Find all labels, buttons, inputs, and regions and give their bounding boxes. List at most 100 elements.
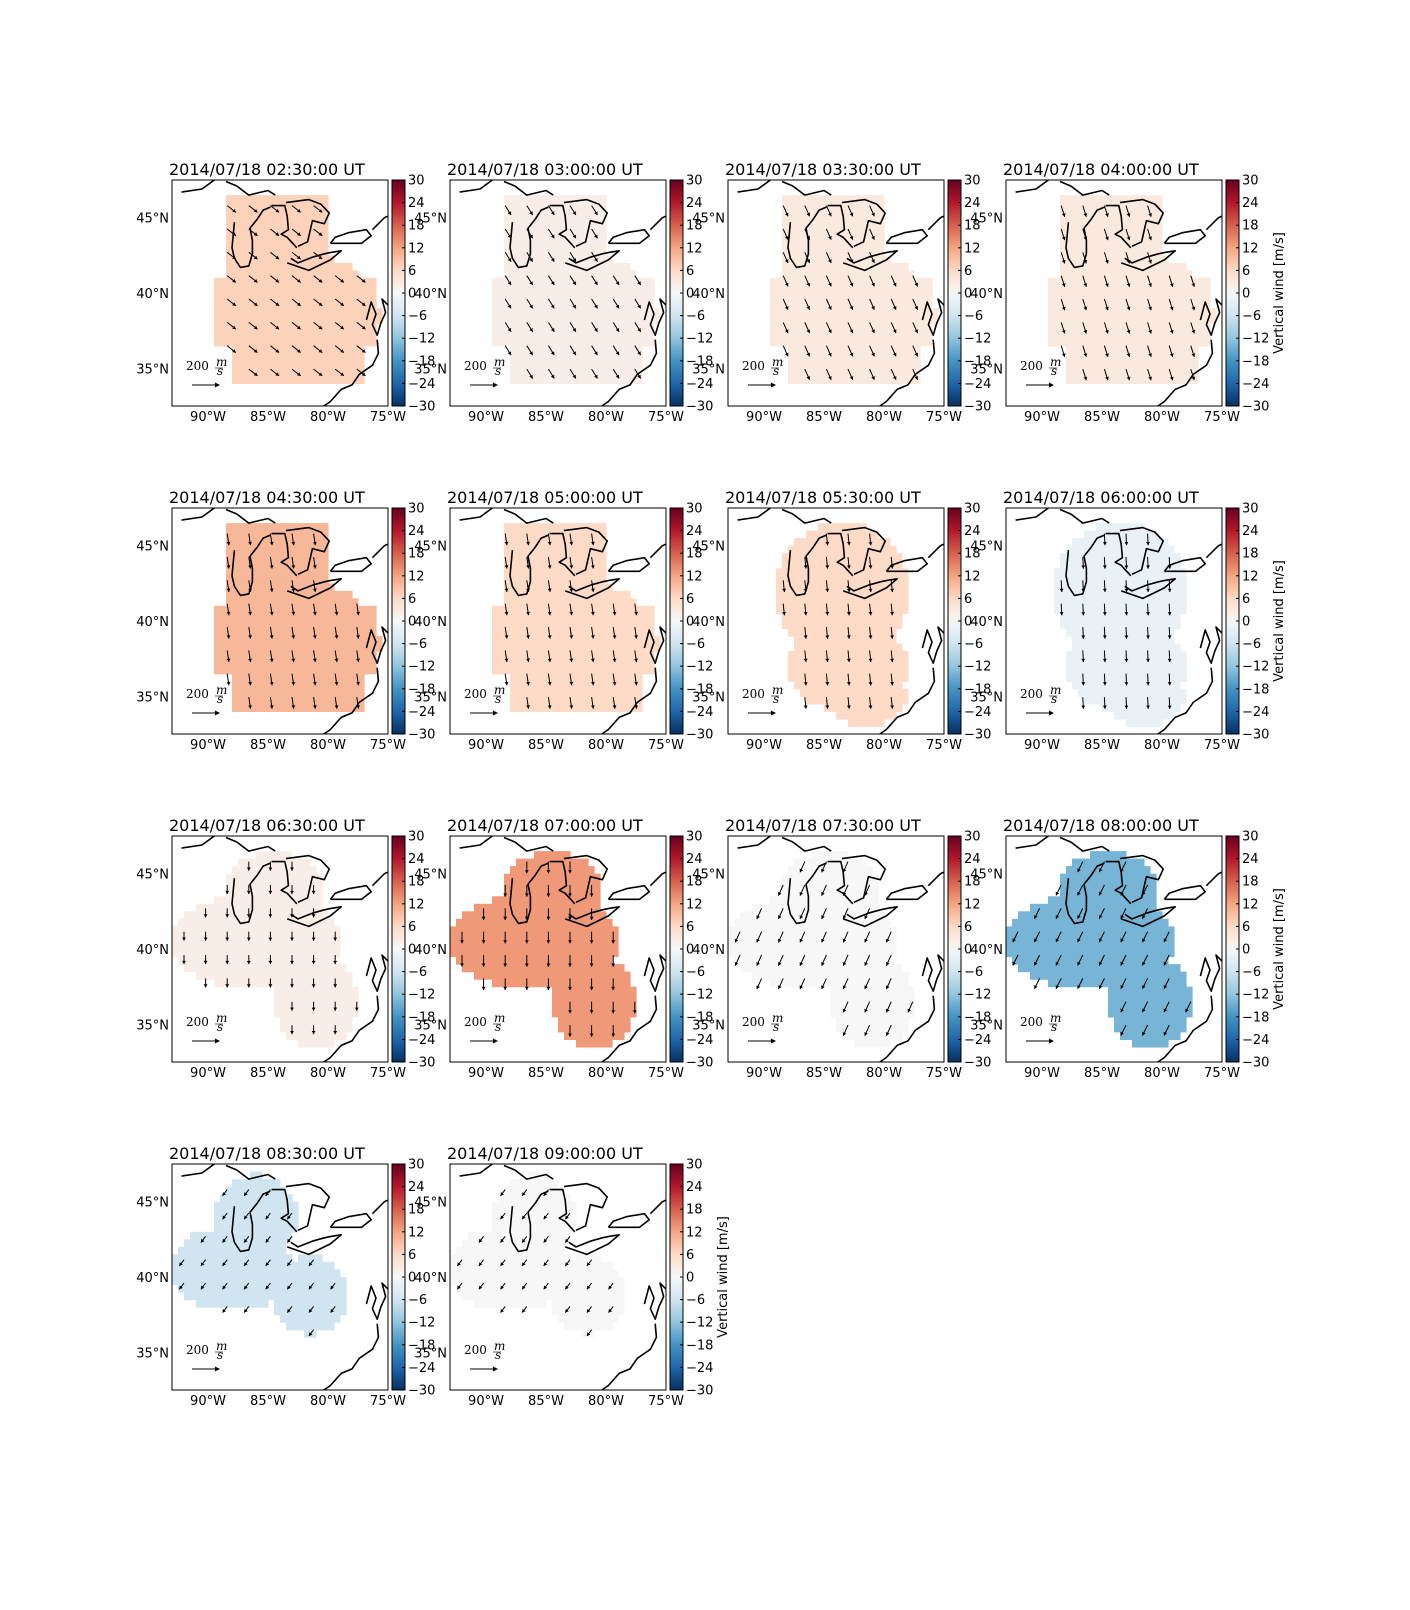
wind-cell — [836, 195, 843, 204]
wind-cell — [1072, 583, 1079, 592]
wind-cell — [558, 590, 565, 600]
wind-cell — [836, 568, 843, 577]
coastline — [921, 626, 944, 664]
wind-cell — [582, 375, 589, 385]
wind-cell — [908, 315, 915, 324]
wind-cell — [274, 285, 281, 294]
wind-cell — [884, 590, 891, 600]
wind-cell — [340, 285, 347, 294]
wind-cell — [244, 345, 251, 354]
wind-arrow-head — [1191, 353, 1196, 357]
wind-cell — [1102, 210, 1109, 219]
wind-cell — [836, 315, 843, 324]
wind-cell — [238, 368, 245, 377]
wind-cell — [570, 255, 577, 264]
wind-cell — [872, 202, 879, 211]
wind-cell — [256, 323, 263, 332]
wind-cell — [812, 636, 819, 645]
colorbar-tick-label: −24 — [964, 377, 991, 392]
wind-cell — [528, 323, 535, 332]
wind-cell — [812, 643, 819, 652]
wind-cell — [594, 681, 601, 690]
wind-cell — [256, 360, 263, 369]
wind-cell — [812, 345, 819, 354]
wind-cell — [800, 643, 807, 652]
wind-cell — [902, 285, 909, 294]
wind-cell — [588, 703, 595, 713]
wind-cell — [914, 345, 921, 354]
vertical-wind-field — [214, 195, 383, 385]
wind-cell — [250, 688, 257, 697]
wind-cell — [642, 658, 649, 667]
wind-arrow-head — [615, 281, 620, 285]
wind-cell — [1096, 308, 1103, 317]
wind-cell — [232, 666, 239, 675]
wind-cell — [226, 530, 233, 539]
wind-cell — [334, 688, 341, 697]
wind-cell — [1144, 323, 1151, 332]
wind-cell — [932, 308, 939, 317]
wind-cell — [262, 628, 269, 637]
wind-arrow-head — [868, 705, 873, 709]
wind-cell — [1144, 277, 1151, 287]
wind-cell — [854, 598, 861, 607]
wind-cell — [244, 225, 251, 234]
wind-cell — [896, 308, 903, 317]
wind-cell — [642, 651, 649, 660]
wind-cell — [316, 270, 323, 279]
wind-cell — [558, 530, 565, 539]
wind-cell — [250, 338, 257, 347]
wind-cell — [346, 300, 353, 309]
vertical-wind-field — [770, 195, 939, 385]
coastline — [285, 526, 330, 576]
wind-cell — [600, 621, 607, 630]
wind-arrow-head — [871, 329, 875, 334]
wind-cell — [322, 613, 329, 622]
wind-cell — [812, 651, 819, 660]
wind-cell — [256, 345, 263, 354]
wind-cell — [238, 696, 245, 705]
wind-cell — [812, 195, 819, 204]
wind-cell — [878, 255, 885, 264]
wind-cell — [600, 323, 607, 332]
wind-cell — [1072, 285, 1079, 294]
wind-cell — [540, 360, 547, 369]
wind-cell — [836, 673, 843, 682]
wind-cell — [1090, 293, 1097, 302]
wind-cell — [1066, 225, 1073, 234]
wind-cell — [570, 360, 577, 369]
wind-cell — [256, 613, 263, 622]
wind-cell — [836, 583, 843, 592]
wind-cell — [238, 538, 245, 547]
wind-cell — [1114, 262, 1121, 272]
wind-cell — [630, 270, 637, 279]
wind-arrow-head — [871, 352, 875, 357]
wind-cell — [872, 711, 879, 720]
wind-cell — [540, 658, 547, 667]
wind-cell — [782, 277, 789, 287]
wind-cell — [812, 375, 819, 385]
wind-cell — [594, 262, 601, 272]
wind-cell — [824, 621, 831, 630]
wind-cell — [848, 285, 855, 294]
wind-cell — [872, 681, 879, 690]
wind-cell — [564, 553, 571, 562]
wind-cell — [570, 628, 577, 637]
wind-cell — [552, 210, 559, 219]
wind-cell — [1144, 210, 1151, 219]
wind-cell — [340, 628, 347, 637]
wind-cell — [836, 262, 843, 272]
wind-cell — [528, 195, 535, 204]
wind-cell — [492, 315, 499, 324]
wind-cell — [812, 323, 819, 332]
wind-cell — [334, 605, 341, 615]
wind-cell — [836, 703, 843, 713]
wind-cell — [1096, 217, 1103, 226]
wind-arrow-head — [356, 611, 360, 616]
wind-cell — [800, 636, 807, 645]
wind-cell — [280, 636, 287, 645]
wind-cell — [800, 353, 807, 362]
wind-cell — [872, 658, 879, 667]
wind-cell — [636, 666, 643, 675]
wind-cell — [1060, 308, 1067, 317]
